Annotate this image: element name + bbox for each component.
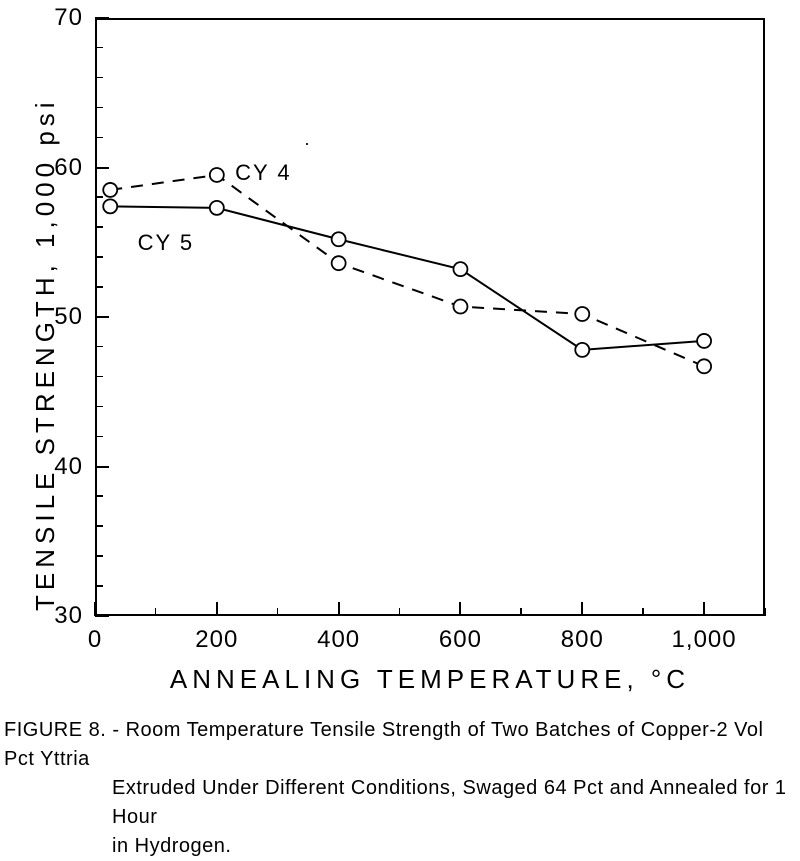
x-tick-label: 0: [88, 616, 102, 654]
x-tick-major: [581, 602, 583, 616]
y-tick-minor: [95, 256, 103, 258]
y-tick-minor: [95, 585, 103, 587]
x-tick-major: [338, 602, 340, 616]
x-tick-major: [216, 602, 218, 616]
x-axis-label: ANNEALING TEMPERATURE, °C: [95, 664, 765, 695]
caption-figure-number: FIGURE 8.: [4, 719, 106, 741]
y-tick-major: [95, 17, 109, 19]
plot-area: 304050607002004006008001,000CY 4CY 5.: [95, 18, 765, 616]
x-tick-label: 800: [561, 616, 604, 654]
series-marker: [575, 343, 589, 357]
figure: 304050607002004006008001,000CY 4CY 5. TE…: [0, 0, 800, 820]
x-tick-minor: [642, 608, 644, 616]
y-tick-minor: [95, 555, 103, 557]
y-tick-major: [95, 167, 109, 169]
caption-line: Extruded Under Different Conditions, Swa…: [4, 774, 796, 832]
x-tick-major: [94, 602, 96, 616]
y-tick-minor: [95, 77, 103, 79]
series-marker: [453, 300, 467, 314]
series-label-cy-4: CY 4: [235, 160, 292, 186]
caption-separator: -: [106, 719, 125, 741]
y-tick-minor: [95, 376, 103, 378]
x-tick-minor: [155, 608, 157, 616]
y-tick-minor: [95, 525, 103, 527]
y-tick-minor: [95, 346, 103, 348]
series-marker: [332, 232, 346, 246]
y-tick-minor: [95, 495, 103, 497]
series-marker: [697, 334, 711, 348]
x-tick-minor: [520, 608, 522, 616]
y-tick-minor: [95, 107, 103, 109]
series-line-cy-5: [110, 206, 704, 350]
series-marker: [210, 201, 224, 215]
caption-line: in Hydrogen.: [4, 832, 796, 861]
series-marker: [210, 168, 224, 182]
y-tick-minor: [95, 286, 103, 288]
x-tick-label: 200: [195, 616, 238, 654]
series-marker: [575, 307, 589, 321]
y-tick-minor: [95, 436, 103, 438]
y-tick-label: 70: [54, 4, 95, 32]
y-tick-major: [95, 316, 109, 318]
y-tick-major: [95, 466, 109, 468]
series-marker: [103, 199, 117, 213]
series-label-cy-5: CY 5: [138, 230, 195, 256]
y-tick-minor: [95, 47, 103, 49]
x-tick-minor: [764, 608, 766, 616]
x-tick-label: 400: [317, 616, 360, 654]
figure-caption: FIGURE 8. - Room Temperature Tensile Str…: [4, 716, 796, 861]
y-tick-minor: [95, 137, 103, 139]
x-tick-major: [703, 602, 705, 616]
x-tick-minor: [399, 608, 401, 616]
series-line-cy-4: [110, 175, 704, 366]
y-axis-label: TENSILE STRENGTH, 1,000 psi: [30, 97, 61, 611]
y-tick-minor: [95, 196, 103, 198]
series-marker: [697, 359, 711, 373]
series-marker: [453, 262, 467, 276]
stray-mark: .: [305, 129, 310, 150]
y-tick-minor: [95, 406, 103, 408]
chart-svg: [95, 18, 765, 616]
x-tick-major: [459, 602, 461, 616]
series-marker: [332, 256, 346, 270]
y-tick-minor: [95, 226, 103, 228]
x-tick-label: 1,000: [672, 616, 737, 654]
series-marker: [103, 183, 117, 197]
x-tick-label: 600: [439, 616, 482, 654]
x-tick-minor: [277, 608, 279, 616]
